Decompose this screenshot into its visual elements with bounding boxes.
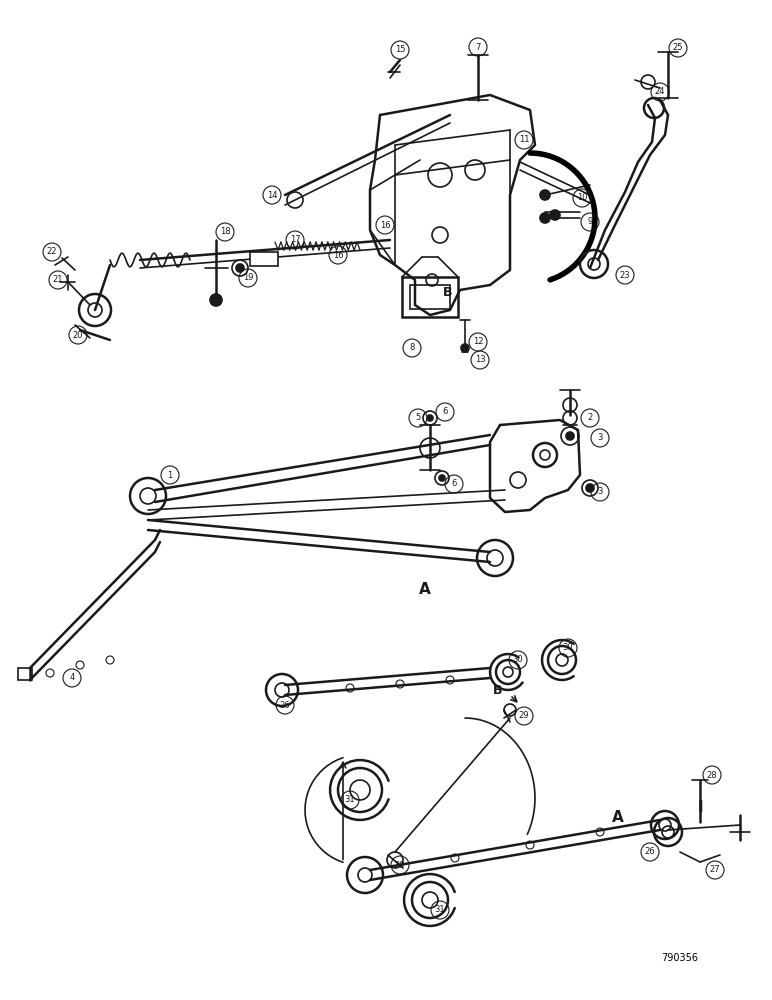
Text: 7: 7 bbox=[476, 42, 481, 51]
Text: 6: 6 bbox=[442, 408, 448, 416]
Text: 17: 17 bbox=[290, 235, 300, 244]
Text: 20: 20 bbox=[73, 330, 83, 340]
Circle shape bbox=[210, 294, 222, 306]
Text: 10: 10 bbox=[577, 194, 587, 202]
Text: 21: 21 bbox=[52, 275, 63, 284]
Text: A: A bbox=[419, 582, 431, 597]
Circle shape bbox=[550, 210, 560, 220]
Text: 25: 25 bbox=[672, 43, 683, 52]
Text: 1: 1 bbox=[168, 471, 173, 480]
Text: 24: 24 bbox=[655, 88, 665, 97]
Circle shape bbox=[540, 190, 550, 200]
Text: 23: 23 bbox=[620, 270, 630, 279]
Text: 4: 4 bbox=[69, 674, 75, 682]
Text: 12: 12 bbox=[472, 338, 483, 347]
Text: 15: 15 bbox=[394, 45, 405, 54]
Text: 5: 5 bbox=[415, 414, 421, 422]
Text: B: B bbox=[443, 286, 452, 300]
Text: 22: 22 bbox=[47, 247, 57, 256]
Text: I: I bbox=[697, 800, 703, 816]
Text: 30: 30 bbox=[513, 656, 523, 664]
Circle shape bbox=[586, 484, 594, 492]
Text: 30: 30 bbox=[563, 644, 574, 652]
Text: 16: 16 bbox=[380, 221, 391, 230]
Text: 3: 3 bbox=[598, 434, 603, 442]
Text: B: B bbox=[493, 684, 503, 696]
Text: 16: 16 bbox=[333, 250, 344, 259]
FancyBboxPatch shape bbox=[250, 252, 278, 266]
Circle shape bbox=[439, 475, 445, 481]
Text: 13: 13 bbox=[475, 356, 486, 364]
Text: 31: 31 bbox=[435, 906, 445, 914]
Text: 29: 29 bbox=[519, 712, 530, 720]
Text: 11: 11 bbox=[519, 135, 530, 144]
Text: 29: 29 bbox=[394, 860, 405, 869]
Text: 6: 6 bbox=[452, 480, 457, 488]
Circle shape bbox=[566, 432, 574, 440]
Text: 3: 3 bbox=[598, 488, 603, 496]
Text: 790356: 790356 bbox=[662, 953, 699, 963]
Text: 26: 26 bbox=[645, 848, 655, 856]
Circle shape bbox=[461, 344, 469, 352]
Circle shape bbox=[236, 264, 244, 272]
Text: 8: 8 bbox=[409, 344, 415, 353]
Text: 14: 14 bbox=[267, 190, 277, 200]
Text: 2: 2 bbox=[587, 414, 593, 422]
Text: 31: 31 bbox=[344, 796, 355, 804]
Text: 9: 9 bbox=[587, 218, 593, 227]
Text: 28: 28 bbox=[706, 770, 717, 780]
Text: 18: 18 bbox=[220, 228, 230, 236]
Text: 27: 27 bbox=[709, 865, 720, 874]
Circle shape bbox=[540, 213, 550, 223]
Text: A: A bbox=[612, 810, 624, 826]
Text: 26: 26 bbox=[279, 700, 290, 710]
Circle shape bbox=[427, 415, 433, 421]
Text: 19: 19 bbox=[242, 273, 253, 282]
